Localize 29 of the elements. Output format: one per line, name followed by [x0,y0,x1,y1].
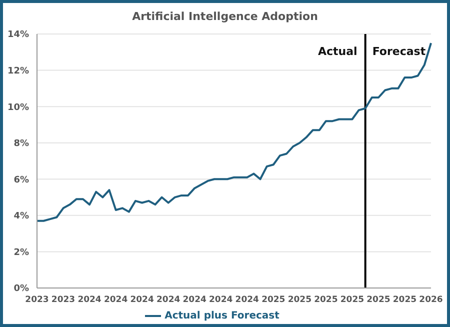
y-tick-label: 10% [7,102,29,113]
x-tick-label: 2024 [156,295,180,306]
x-tick-label: 2025 [392,295,417,306]
x-tick-label: 2024 [235,295,260,306]
x-tick-label: 2024 [104,295,128,306]
y-tick-label: 4% [14,212,29,222]
x-tick-label: 2025 [262,295,286,306]
x-tick-label: 2023 [25,295,49,306]
line-series [36,42,432,222]
x-tick-label: 2025 [366,295,390,306]
x-tick-label: 2023 [51,295,76,306]
y-tick-label: 12% [7,66,29,76]
x-tick-label: 2024 [209,295,233,306]
chart-title: Artificial Intellgence Adoption [131,9,319,25]
y-tick-label: 0% [14,284,29,294]
x-tick-label: 2024 [78,295,102,306]
y-tick-label: 8% [14,139,29,150]
x-tick-label: 2024 [182,295,207,306]
x-tick-label: 2026 [419,295,443,306]
annotation: Actual [318,45,358,58]
y-tick-label: 14% [7,30,29,40]
y-tick-label: 2% [14,248,29,258]
y-tick-label: 6% [14,175,29,186]
x-tick-label: 2025 [288,295,312,306]
annotation: Forecast [372,45,426,58]
x-tick-label: 2024 [130,295,154,306]
x-tick-label: 2025 [314,295,338,306]
x-tick-label: 2025 [340,295,364,306]
legend-label: Actual plus Forecast [164,310,280,322]
